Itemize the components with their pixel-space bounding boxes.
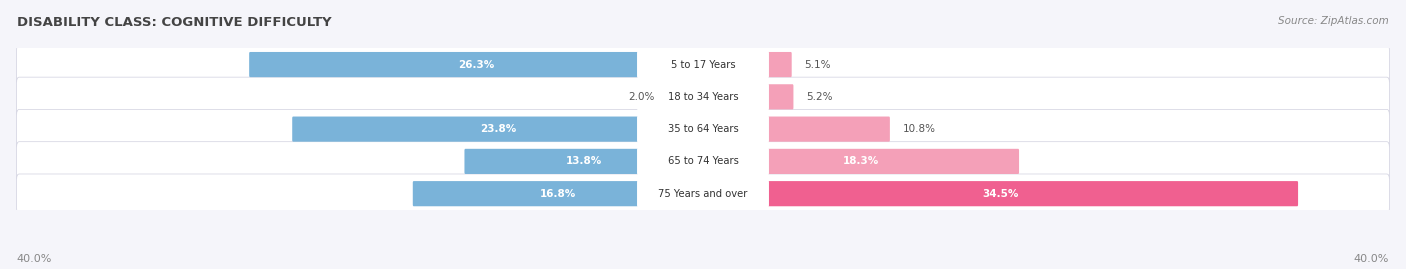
- FancyBboxPatch shape: [249, 52, 704, 77]
- FancyBboxPatch shape: [702, 52, 792, 77]
- FancyBboxPatch shape: [702, 84, 793, 109]
- FancyBboxPatch shape: [637, 147, 769, 175]
- FancyBboxPatch shape: [702, 149, 1019, 174]
- Text: 5.1%: 5.1%: [804, 59, 831, 70]
- Text: Source: ZipAtlas.com: Source: ZipAtlas.com: [1278, 16, 1389, 26]
- Text: 2.0%: 2.0%: [628, 92, 655, 102]
- Text: 18 to 34 Years: 18 to 34 Years: [668, 92, 738, 102]
- FancyBboxPatch shape: [17, 174, 1389, 213]
- FancyBboxPatch shape: [292, 116, 704, 142]
- FancyBboxPatch shape: [17, 109, 1389, 149]
- FancyBboxPatch shape: [464, 149, 704, 174]
- Text: 13.8%: 13.8%: [567, 156, 602, 167]
- Text: DISABILITY CLASS: COGNITIVE DIFFICULTY: DISABILITY CLASS: COGNITIVE DIFFICULTY: [17, 16, 332, 29]
- Text: 26.3%: 26.3%: [458, 59, 495, 70]
- Text: 75 Years and over: 75 Years and over: [658, 189, 748, 199]
- FancyBboxPatch shape: [17, 45, 1389, 84]
- FancyBboxPatch shape: [637, 115, 769, 143]
- Text: 10.8%: 10.8%: [903, 124, 936, 134]
- Text: 5.2%: 5.2%: [807, 92, 832, 102]
- FancyBboxPatch shape: [413, 181, 704, 206]
- Text: 5 to 17 Years: 5 to 17 Years: [671, 59, 735, 70]
- FancyBboxPatch shape: [702, 116, 890, 142]
- FancyBboxPatch shape: [637, 83, 769, 111]
- Text: 40.0%: 40.0%: [1354, 254, 1389, 264]
- Text: 35 to 64 Years: 35 to 64 Years: [668, 124, 738, 134]
- Text: 16.8%: 16.8%: [540, 189, 576, 199]
- Text: 18.3%: 18.3%: [842, 156, 879, 167]
- Text: 23.8%: 23.8%: [479, 124, 516, 134]
- FancyBboxPatch shape: [702, 181, 1298, 206]
- FancyBboxPatch shape: [668, 84, 704, 109]
- Text: 40.0%: 40.0%: [17, 254, 52, 264]
- Text: 34.5%: 34.5%: [981, 189, 1018, 199]
- FancyBboxPatch shape: [17, 77, 1389, 116]
- Text: 65 to 74 Years: 65 to 74 Years: [668, 156, 738, 167]
- FancyBboxPatch shape: [637, 180, 769, 208]
- FancyBboxPatch shape: [17, 142, 1389, 181]
- FancyBboxPatch shape: [637, 51, 769, 79]
